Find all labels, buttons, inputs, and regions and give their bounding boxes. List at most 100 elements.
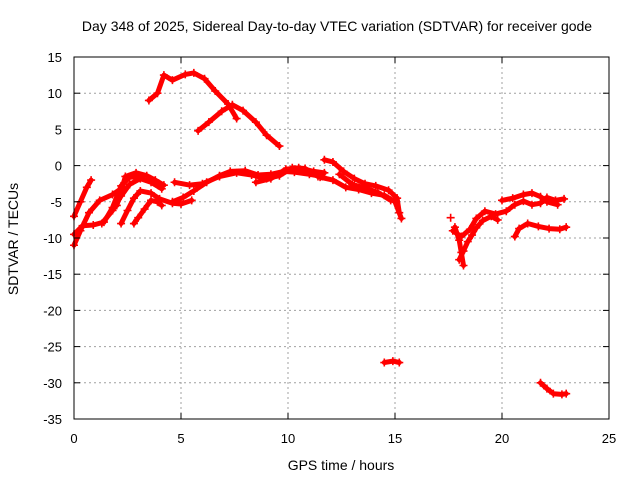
data-point-marker <box>159 71 168 80</box>
data-point-marker <box>89 220 98 229</box>
series-arc-morning-4 <box>97 174 166 228</box>
series-arc-isolated-2 <box>446 213 455 222</box>
data-point-marker <box>194 126 203 135</box>
data-point-marker <box>232 168 241 177</box>
data-point-marker <box>348 180 357 189</box>
x-tick-label: 0 <box>70 431 77 446</box>
series-track <box>195 102 282 149</box>
data-point-marker <box>239 106 248 115</box>
data-point-marker <box>463 237 472 246</box>
data-point-marker <box>266 174 275 183</box>
series-arc-morning-5 <box>117 186 196 228</box>
data-point-marker <box>562 389 571 398</box>
data-point-marker <box>328 157 337 166</box>
data-point-marker <box>251 178 260 187</box>
data-point-marker <box>151 176 160 185</box>
data-point-marker <box>527 189 536 198</box>
data-point-marker <box>361 184 370 193</box>
data-point-marker <box>189 68 198 77</box>
data-point-marker <box>185 181 194 190</box>
data-point-marker <box>493 215 502 224</box>
data-point-marker <box>177 199 185 208</box>
y-tick-label: 15 <box>48 50 62 65</box>
data-point-marker <box>157 201 166 210</box>
chart-title: Day 348 of 2025, Sidereal Day-to-day VTE… <box>82 18 592 34</box>
data-point-marker <box>181 70 190 79</box>
data-point-marker <box>510 232 519 241</box>
data-point-marker <box>294 163 303 172</box>
x-axis-label: GPS time / hours <box>288 457 395 473</box>
series-track <box>71 184 126 248</box>
series-track <box>146 70 240 121</box>
data-point-marker <box>459 261 468 270</box>
data-point-marker <box>82 183 91 192</box>
data-point-marker <box>251 118 260 127</box>
series-arc-late <box>536 378 571 399</box>
data-point-marker <box>536 192 545 201</box>
data-point-marker <box>508 194 517 203</box>
data-point-marker <box>189 186 198 195</box>
data-point-marker <box>542 384 551 393</box>
data-point-marker <box>228 100 237 109</box>
data-point-marker <box>328 176 337 185</box>
tick-layer <box>73 56 610 420</box>
data-point-marker <box>335 170 344 179</box>
data-point-marker <box>480 207 489 216</box>
label-layer: 0 5 10 15 20 25 15 10 5 0 -5 -10 -15 -20 -25 -30 -35 <box>43 50 616 446</box>
data-point-marker <box>388 357 397 366</box>
data-point-marker <box>123 206 132 215</box>
data-point-marker <box>153 197 162 206</box>
y-tick-label: 5 <box>55 122 62 137</box>
series-arc-high-1 <box>144 68 241 123</box>
data-point-marker <box>534 222 543 231</box>
data-point-marker <box>487 212 496 221</box>
series-arc-isolated-1 <box>380 357 404 367</box>
data-point-marker <box>97 219 106 228</box>
data-point-marker <box>446 213 455 222</box>
x-tick-label: 20 <box>495 431 509 446</box>
data-point-marker <box>87 176 96 185</box>
y-tick-label: -35 <box>43 412 62 427</box>
data-point-marker <box>371 181 380 190</box>
data-point-marker <box>320 155 329 164</box>
data-point-marker <box>309 167 318 176</box>
data-point-marker <box>515 224 524 233</box>
data-point-marker <box>527 200 536 209</box>
data-point-marker <box>519 190 528 199</box>
data-point-marker <box>132 168 141 177</box>
data-point-marker <box>380 358 389 367</box>
series-arc-morning-6 <box>129 196 166 228</box>
data-point-marker <box>341 183 350 192</box>
data-point-marker <box>187 196 196 205</box>
data-point-marker <box>153 89 162 98</box>
data-point-marker <box>555 225 564 234</box>
y-tick-label: 10 <box>48 86 62 101</box>
y-tick-label: 0 <box>55 159 62 174</box>
series-arc-evening-2 <box>455 212 502 264</box>
data-point-marker <box>450 223 459 232</box>
data-point-marker <box>198 179 207 188</box>
data-point-marker <box>121 172 130 181</box>
y-tick-label: -30 <box>43 376 62 391</box>
series-arc-afternoon-3 <box>335 170 395 205</box>
data-point-marker <box>147 189 156 198</box>
data-point-marker <box>147 196 156 205</box>
data-point-marker <box>76 226 85 235</box>
data-point-marker <box>232 114 241 123</box>
data-point-marker <box>108 206 117 215</box>
data-point-marker <box>510 200 519 209</box>
data-point-marker <box>136 186 145 195</box>
y-tick-label: -15 <box>43 267 62 282</box>
data-point-marker <box>373 188 382 197</box>
data-point-marker <box>339 167 348 176</box>
data-point-marker <box>320 168 329 177</box>
y-tick-label: -5 <box>50 195 62 210</box>
data-point-marker <box>472 214 481 223</box>
y-tick-label: -10 <box>43 231 62 246</box>
data-point-marker <box>125 180 134 189</box>
data-point-marker <box>397 214 406 223</box>
data-point-marker <box>129 194 138 203</box>
data-point-marker <box>502 207 511 216</box>
data-point-marker <box>457 248 466 257</box>
